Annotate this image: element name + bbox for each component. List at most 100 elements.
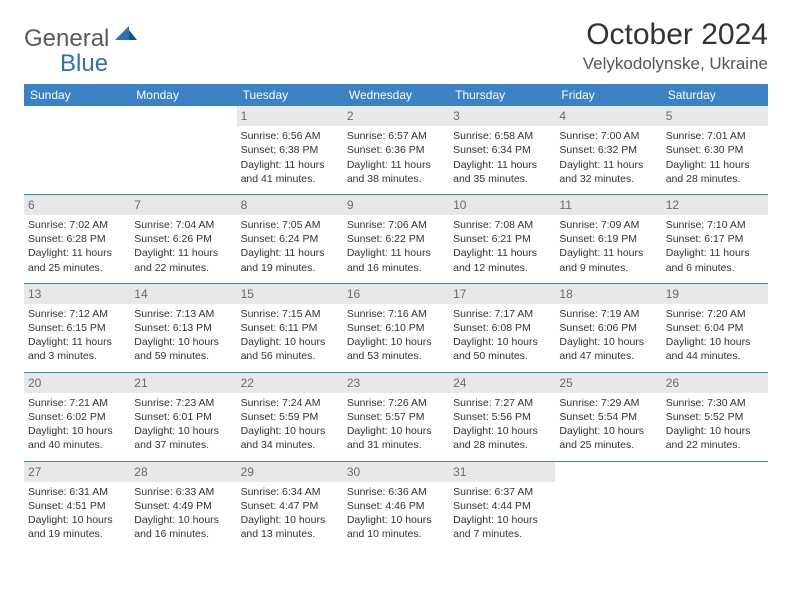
day-number: 30	[343, 462, 449, 482]
day-line: Sunset: 5:57 PM	[347, 410, 445, 424]
day-line: Daylight: 10 hours and 22 minutes.	[666, 424, 764, 452]
day-cell: 5 Sunrise: 7:01 AMSunset: 6:30 PMDaylight…	[662, 106, 768, 194]
day-line: Daylight: 10 hours and 7 minutes.	[453, 513, 551, 541]
day-line: Sunrise: 6:56 AM	[241, 129, 339, 143]
day-number: 5	[662, 106, 768, 126]
day-cell: 21Sunrise: 7:23 AMSunset: 6:01 PMDayligh…	[130, 373, 236, 461]
day-line: Sunrise: 7:29 AM	[559, 396, 657, 410]
day-line: Daylight: 10 hours and 13 minutes.	[241, 513, 339, 541]
day-line: Sunset: 6:01 PM	[134, 410, 232, 424]
day-number: 7	[130, 195, 236, 215]
day-cell: 4Sunrise: 7:00 AMSunset: 6:32 PMDaylight…	[555, 106, 661, 194]
day-number: 9	[343, 195, 449, 215]
month-title: October 2024	[583, 18, 768, 52]
logo-triangle-icon	[115, 24, 137, 45]
dayhead-fri: Friday	[555, 84, 661, 106]
day-line: Sunset: 4:47 PM	[241, 499, 339, 513]
day-line: Daylight: 10 hours and 59 minutes.	[134, 335, 232, 363]
day-line: Sunrise: 6:36 AM	[347, 485, 445, 499]
day-line: Daylight: 10 hours and 10 minutes.	[347, 513, 445, 541]
day-line: Sunrise: 7:01 AM	[666, 129, 764, 143]
day-line: Daylight: 10 hours and 47 minutes.	[559, 335, 657, 363]
day-cell: 23Sunrise: 7:26 AMSunset: 5:57 PMDayligh…	[343, 373, 449, 461]
day-cell: .	[555, 462, 661, 550]
day-line: Sunset: 6:08 PM	[453, 321, 551, 335]
day-number: 18	[555, 284, 661, 304]
day-line: Sunrise: 6:57 AM	[347, 129, 445, 143]
day-line: Sunset: 6:28 PM	[28, 232, 126, 246]
week-row: ..1Sunrise: 6:56 AMSunset: 6:38 PMDaylig…	[24, 106, 768, 194]
day-line: Daylight: 11 hours and 35 minutes.	[453, 158, 551, 186]
day-number: 15	[237, 284, 343, 304]
day-number: 1	[237, 106, 343, 126]
day-line: Sunrise: 7:19 AM	[559, 307, 657, 321]
title-block: October 2024 Velykodolynske, Ukraine	[583, 18, 768, 74]
day-cell: 27Sunrise: 6:31 AMSunset: 4:51 PMDayligh…	[24, 462, 130, 550]
day-line: Daylight: 11 hours and 28 minutes.	[666, 158, 764, 186]
logo-text-general: General	[24, 25, 109, 53]
day-line: Sunset: 6:02 PM	[28, 410, 126, 424]
day-line: Sunset: 6:34 PM	[453, 143, 551, 157]
day-cell: .	[24, 106, 130, 194]
day-line: Sunrise: 7:04 AM	[134, 218, 232, 232]
day-number: 23	[343, 373, 449, 393]
header: General October 2024 Velykodolynske, Ukr…	[24, 18, 768, 74]
day-line: Daylight: 10 hours and 19 minutes.	[28, 513, 126, 541]
day-line: Daylight: 11 hours and 3 minutes.	[28, 335, 126, 363]
day-cell: 12Sunrise: 7:10 AMSunset: 6:17 PMDayligh…	[662, 195, 768, 283]
day-line: Sunrise: 6:33 AM	[134, 485, 232, 499]
day-number: 14	[130, 284, 236, 304]
day-line: Daylight: 11 hours and 16 minutes.	[347, 246, 445, 274]
day-line: Sunrise: 7:13 AM	[134, 307, 232, 321]
day-cell: 24Sunrise: 7:27 AMSunset: 5:56 PMDayligh…	[449, 373, 555, 461]
day-number: 22	[237, 373, 343, 393]
day-line: Daylight: 10 hours and 40 minutes.	[28, 424, 126, 452]
day-cell: .	[130, 106, 236, 194]
day-cell: 1Sunrise: 6:56 AMSunset: 6:38 PMDaylight…	[237, 106, 343, 194]
day-line: Sunrise: 7:17 AM	[453, 307, 551, 321]
day-line: Sunset: 6:24 PM	[241, 232, 339, 246]
day-line: Sunset: 5:52 PM	[666, 410, 764, 424]
day-line: Sunset: 6:32 PM	[559, 143, 657, 157]
day-line: Sunset: 6:22 PM	[347, 232, 445, 246]
day-number: 10	[449, 195, 555, 215]
day-line: Sunset: 6:11 PM	[241, 321, 339, 335]
day-line: Sunset: 5:54 PM	[559, 410, 657, 424]
day-cell: 6Sunrise: 7:02 AMSunset: 6:28 PMDaylight…	[24, 195, 130, 283]
day-line: Sunrise: 7:10 AM	[666, 218, 764, 232]
day-cell: 28Sunrise: 6:33 AMSunset: 4:49 PMDayligh…	[130, 462, 236, 550]
day-line: Sunrise: 7:05 AM	[241, 218, 339, 232]
day-line: Daylight: 11 hours and 22 minutes.	[134, 246, 232, 274]
day-cell: 30 Sunrise: 6:36 AMSunset: 4:46 PMDayligh…	[343, 462, 449, 550]
day-cell: 2Sunrise: 6:57 AMSunset: 6:36 PMDaylight…	[343, 106, 449, 194]
day-number: 19	[662, 284, 768, 304]
day-line: Sunset: 4:44 PM	[453, 499, 551, 513]
day-number: 3	[449, 106, 555, 126]
day-cell: 18 Sunrise: 7:19 AMSunset: 6:06 PMDayligh…	[555, 284, 661, 372]
day-number: 6	[24, 195, 130, 215]
week-row: 13Sunrise: 7:12 AMSunset: 6:15 PMDayligh…	[24, 284, 768, 372]
day-cell: 10Sunrise: 7:08 AMSunset: 6:21 PMDayligh…	[449, 195, 555, 283]
dayhead-wed: Wednesday	[343, 84, 449, 106]
day-line: Sunset: 6:17 PM	[666, 232, 764, 246]
day-line: Daylight: 11 hours and 19 minutes.	[241, 246, 339, 274]
day-line: Sunset: 6:06 PM	[559, 321, 657, 335]
day-line: Daylight: 10 hours and 25 minutes.	[559, 424, 657, 452]
day-line: Daylight: 11 hours and 9 minutes.	[559, 246, 657, 274]
day-line: Sunset: 4:46 PM	[347, 499, 445, 513]
day-line: Sunrise: 7:08 AM	[453, 218, 551, 232]
day-number: 29	[237, 462, 343, 482]
day-line: Sunset: 6:15 PM	[28, 321, 126, 335]
day-cell: 19Sunrise: 7:20 AMSunset: 6:04 PMDayligh…	[662, 284, 768, 372]
week-row: 27Sunrise: 6:31 AMSunset: 4:51 PMDayligh…	[24, 462, 768, 550]
day-line: Sunrise: 7:30 AM	[666, 396, 764, 410]
dayhead-mon: Monday	[130, 84, 236, 106]
day-line: Sunrise: 7:23 AM	[134, 396, 232, 410]
day-line: Sunrise: 7:15 AM	[241, 307, 339, 321]
day-line: Daylight: 11 hours and 41 minutes.	[241, 158, 339, 186]
day-line: Daylight: 11 hours and 38 minutes.	[347, 158, 445, 186]
day-line: Sunset: 6:19 PM	[559, 232, 657, 246]
day-line: Sunrise: 7:27 AM	[453, 396, 551, 410]
day-cell: 7Sunrise: 7:04 AMSunset: 6:26 PMDaylight…	[130, 195, 236, 283]
day-line: Sunset: 6:30 PM	[666, 143, 764, 157]
